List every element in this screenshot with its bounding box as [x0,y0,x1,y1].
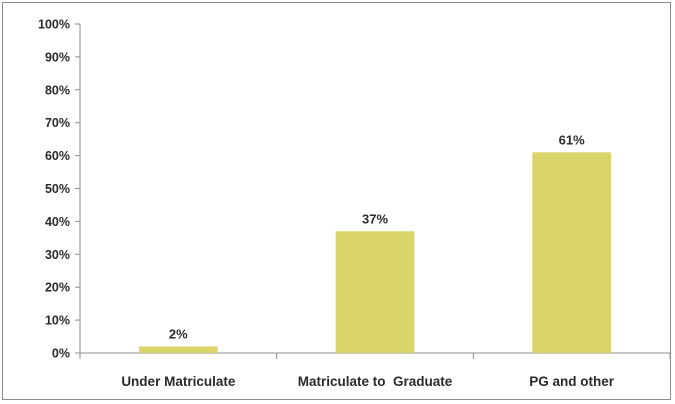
y-tick-label: 80% [45,83,70,97]
bar-value-label: 61% [559,132,585,147]
y-tick-label: 10% [45,314,70,328]
bar-value-label: 2% [169,326,188,341]
data-labels: 2% 37% 61% [169,132,585,341]
y-tick-label: 100% [38,18,70,32]
bar-value-label: 37% [362,211,388,226]
x-axis: Under Matriculate Matriculate to Graduate… [79,352,671,389]
x-category-label: Matriculate to Graduate [298,374,453,389]
y-tick-label: 20% [45,281,70,295]
bar [335,231,415,353]
bars [139,152,611,353]
y-tick-label: 30% [45,248,70,262]
y-axis: 0% 10% 20% 30% 40% 50% 60% 70% 80% 90% 100% [38,18,81,361]
bar [139,346,218,353]
y-tick-label: 0% [52,347,70,361]
y-tick-label: 60% [45,149,70,163]
y-tick-label: 40% [45,215,70,229]
bar [532,152,611,353]
x-category-label: Under Matriculate [121,374,236,389]
x-category-label: PG and other [529,374,615,389]
y-tick-label: 90% [45,50,70,64]
y-tick-label: 70% [45,116,70,130]
y-tick-label: 50% [45,182,70,196]
